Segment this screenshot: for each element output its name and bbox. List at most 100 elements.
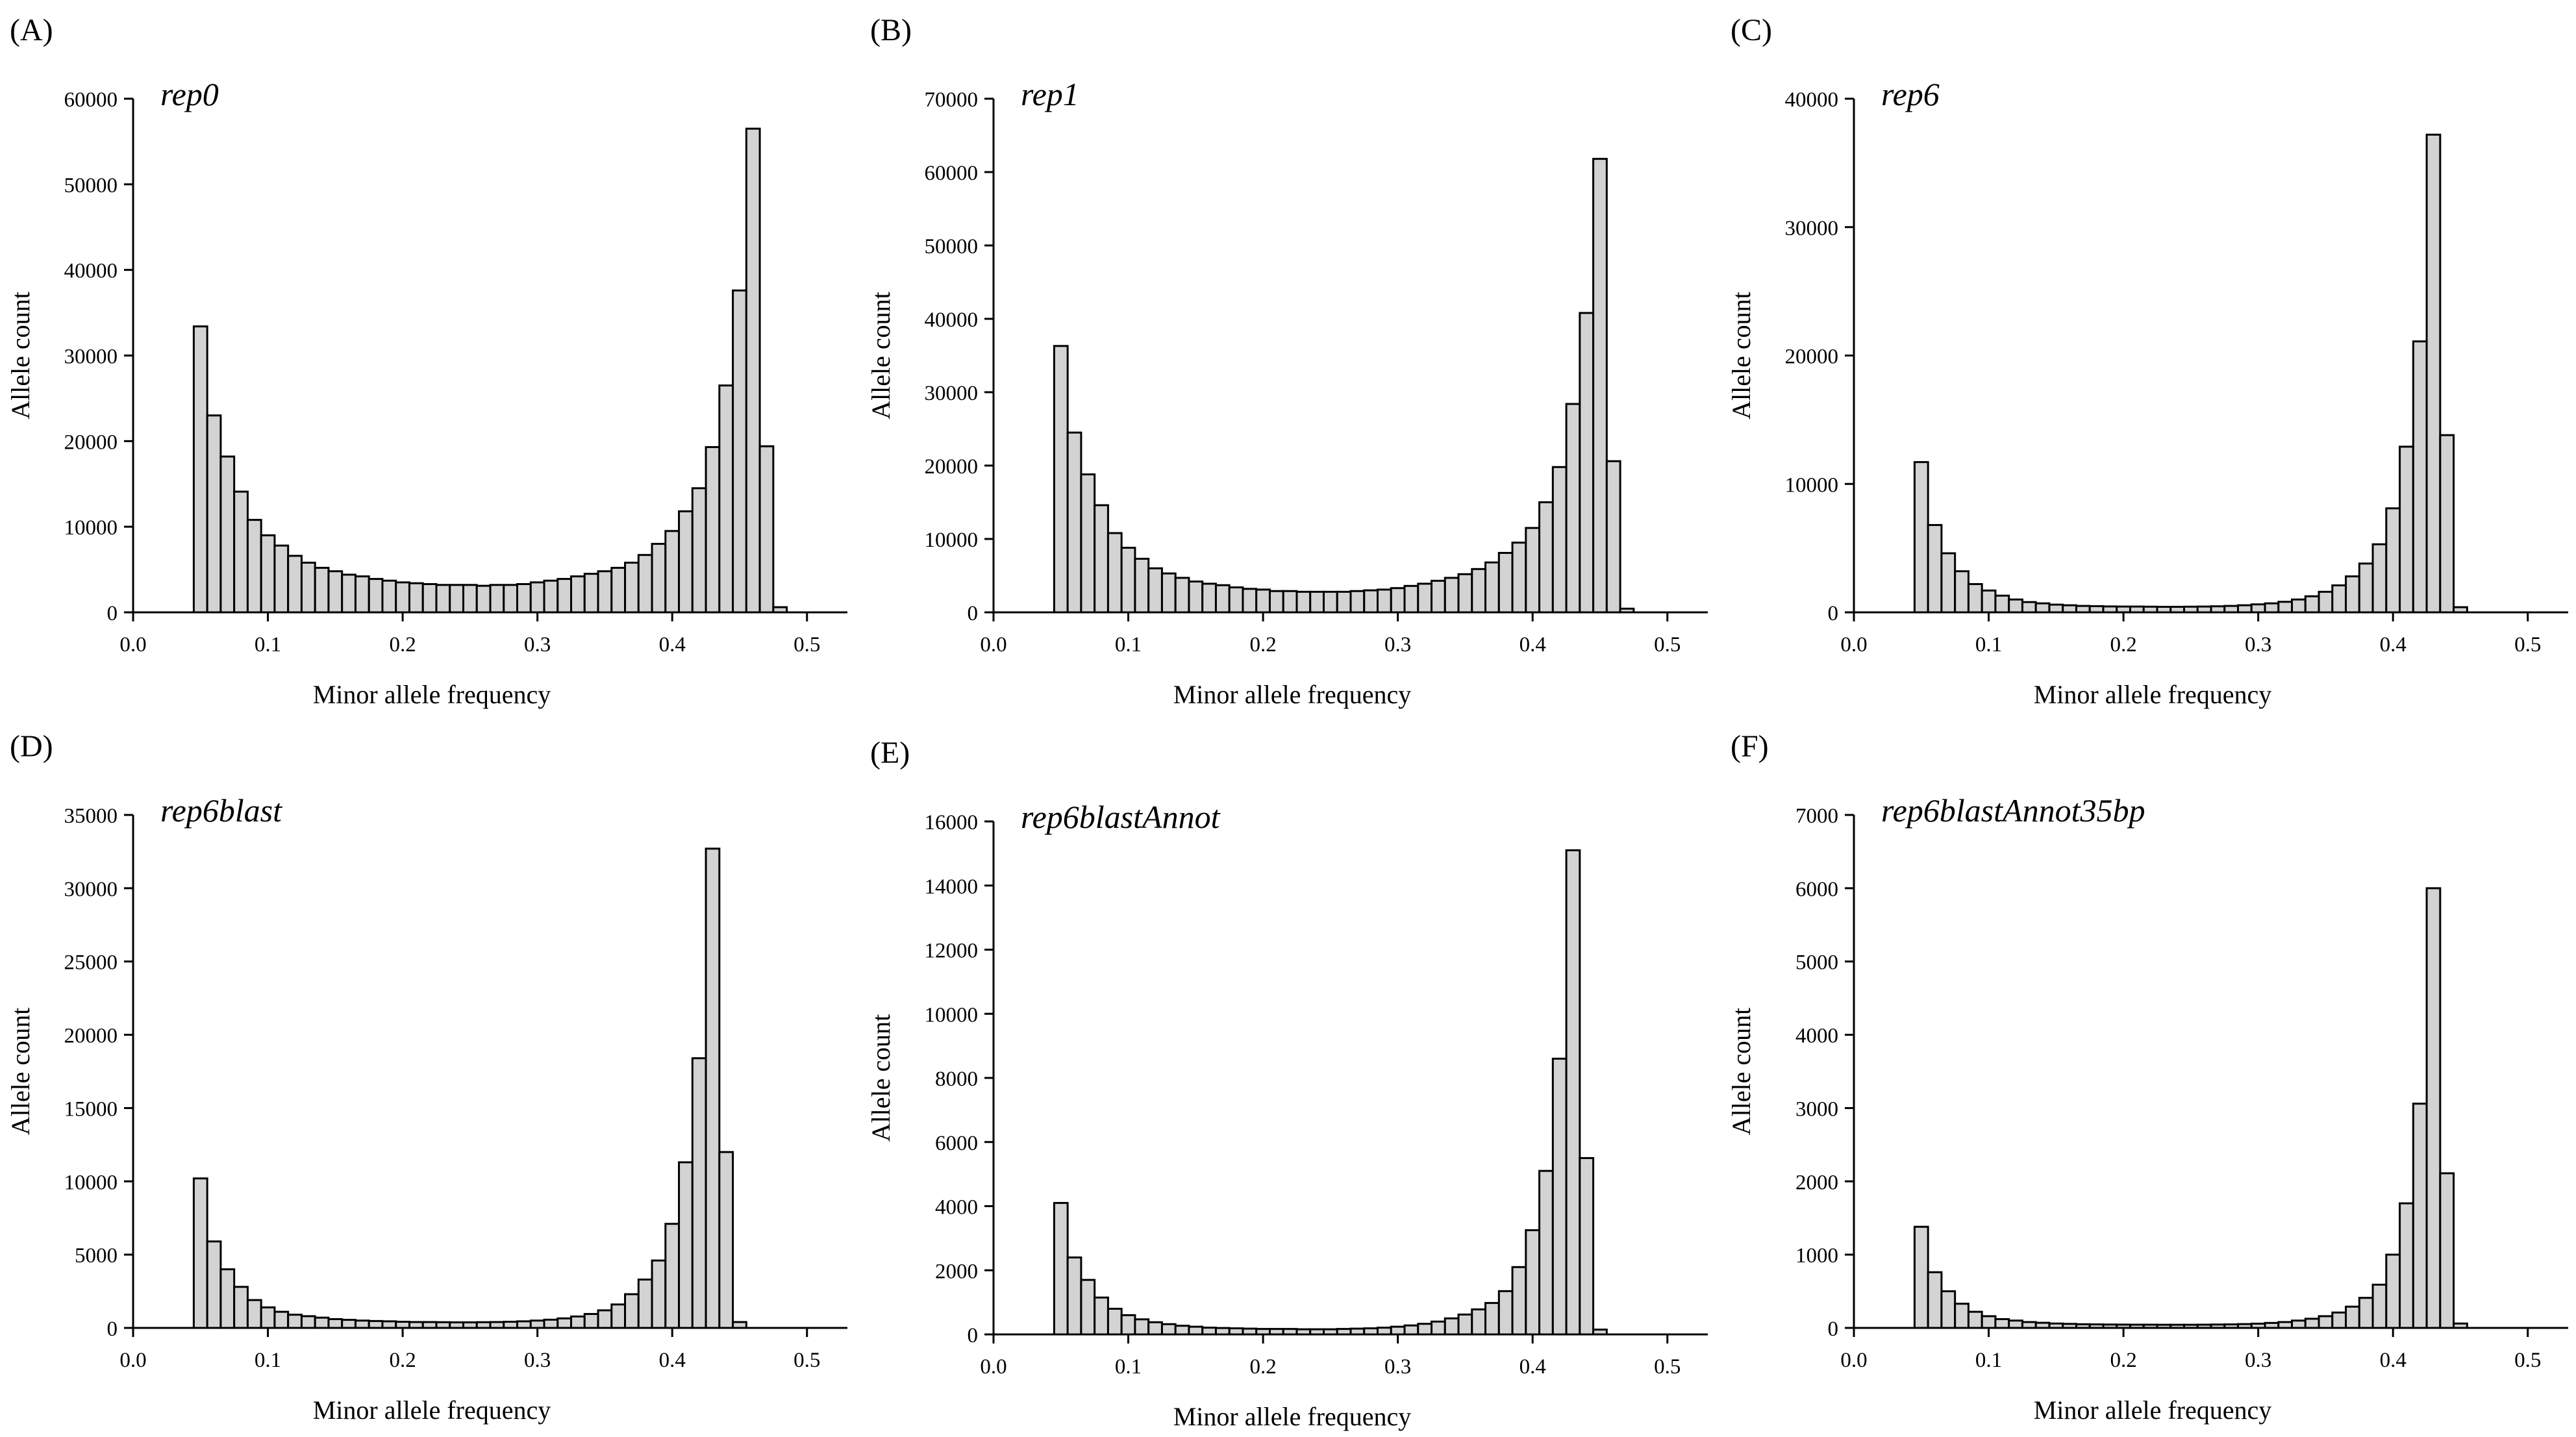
histogram-bar [1120, 547, 1136, 614]
histogram-bar [1994, 1318, 2010, 1329]
histogram-bar [421, 582, 438, 614]
histogram-bar [1431, 579, 1446, 614]
y-tick-label: 60000 [64, 88, 118, 112]
x-tick-label: 0.4 [1519, 1355, 1546, 1379]
histogram-bar [2304, 1318, 2320, 1329]
histogram-bar [597, 570, 613, 614]
y-tick-label: 50000 [925, 235, 979, 258]
x-tick-label: 0.2 [389, 633, 416, 656]
histogram-bar [2412, 340, 2428, 614]
histogram-bar [1538, 1169, 1554, 1336]
histogram-bar [2237, 604, 2253, 614]
histogram-bar [2250, 603, 2266, 614]
histogram-bar [1349, 590, 1366, 614]
y-tick-label: 0 [968, 1324, 979, 1347]
x-axis-title: Minor allele frequency [1173, 680, 1412, 709]
x-tick-label: 0.0 [119, 1349, 146, 1372]
histogram-bar [2291, 598, 2307, 614]
histogram-bar [475, 584, 492, 614]
histogram-bar [1255, 588, 1271, 614]
histogram-bar [2318, 1315, 2334, 1329]
y-tick-label: 35000 [64, 805, 118, 828]
histogram-bar [583, 573, 599, 614]
y-tick-label: 8000 [935, 1068, 978, 1091]
histogram-bar [610, 566, 627, 614]
histogram-bar [758, 445, 775, 614]
histogram-bar [1954, 570, 1970, 614]
x-tick-label: 0.1 [1115, 633, 1142, 656]
x-axis-title: Minor allele frequency [1173, 1402, 1412, 1431]
x-tick-label: 0.1 [1975, 1349, 2002, 1372]
x-axis-title: Minor allele frequency [313, 680, 551, 709]
histogram-bar [327, 570, 344, 614]
x-tick-label: 0.5 [1654, 633, 1681, 656]
histogram-bar [2008, 598, 2023, 614]
histogram-bar [2358, 1297, 2374, 1329]
histogram-bar [1497, 1290, 1514, 1336]
histogram-bar [705, 847, 721, 1329]
histogram-bar [1080, 473, 1096, 614]
panel-title: rep6blast [160, 792, 282, 829]
histogram-bar [1147, 1321, 1163, 1336]
histogram-bar [637, 554, 653, 614]
histogram-bar [2371, 543, 2388, 614]
x-tick-label: 0.3 [524, 633, 551, 656]
y-tick-label: 20000 [925, 455, 979, 479]
histogram-bar [732, 289, 747, 614]
x-tick-label: 0.1 [1115, 1355, 1142, 1379]
histogram-bar [1295, 590, 1312, 614]
histogram-bar [1336, 590, 1352, 614]
y-tick-label: 14000 [925, 875, 979, 899]
histogram-bar [503, 584, 519, 614]
histogram-bar [624, 562, 640, 614]
histogram-bar [705, 446, 721, 614]
x-tick-label: 0.0 [119, 633, 146, 656]
y-tick-label: 30000 [64, 878, 118, 901]
histogram-bar [2371, 1283, 2388, 1329]
histogram-bar [300, 562, 316, 614]
histogram-bar [1967, 582, 1983, 614]
histogram-bar [1160, 572, 1177, 614]
panel-letter: (C) [1731, 13, 1772, 47]
y-tick-label: 1000 [1795, 1244, 1838, 1268]
histogram-bar [570, 575, 586, 614]
x-tick-label: 0.4 [2380, 1349, 2407, 1372]
histogram-bar [368, 578, 384, 614]
histogram-bar [610, 1303, 627, 1329]
x-tick-label: 0.5 [794, 633, 820, 656]
histogram-bar [1592, 158, 1608, 614]
y-tick-label: 25000 [64, 951, 118, 975]
histogram-bar [381, 579, 397, 614]
histogram-bar [2318, 590, 2334, 614]
histogram-bar [1538, 501, 1554, 614]
histogram-bar [246, 1299, 262, 1329]
histogram-bar [2345, 575, 2360, 614]
histogram-bar [1134, 558, 1150, 614]
x-tick-label: 0.5 [794, 1349, 820, 1372]
histogram-bar [1417, 582, 1433, 614]
x-tick-label: 0.2 [389, 1349, 416, 1372]
histogram-bar [327, 1318, 344, 1329]
histogram-bar [1551, 466, 1568, 614]
histogram-bar [1053, 345, 1069, 614]
x-tick-label: 0.3 [2245, 1349, 2271, 1372]
y-tick-label: 20000 [64, 431, 118, 454]
y-tick-label: 4000 [1795, 1025, 1838, 1048]
y-axis-title: Allele count [6, 292, 35, 419]
histogram-bar [2399, 445, 2414, 614]
histogram-bar [2304, 595, 2320, 614]
y-tick-label: 2000 [935, 1260, 978, 1283]
histogram-bar [1174, 1325, 1190, 1336]
y-tick-label: 7000 [1795, 805, 1838, 828]
histogram-bar [233, 1286, 249, 1329]
x-tick-label: 0.2 [1249, 1355, 1276, 1379]
histogram-bar [1417, 1323, 1433, 1336]
panel-2: (C) rep6 0 10000 20000 30000 40000 0.0 0.1 0.2 0.3… [1727, 13, 2568, 709]
histogram-bar [1228, 586, 1244, 614]
y-axis-title: Allele count [866, 1014, 895, 1142]
histogram-bar [678, 510, 694, 614]
y-tick-label: 0 [107, 602, 118, 625]
histogram-bar [2291, 1319, 2307, 1329]
x-tick-label: 0.0 [1840, 1349, 1867, 1372]
y-tick-label: 50000 [64, 174, 118, 197]
